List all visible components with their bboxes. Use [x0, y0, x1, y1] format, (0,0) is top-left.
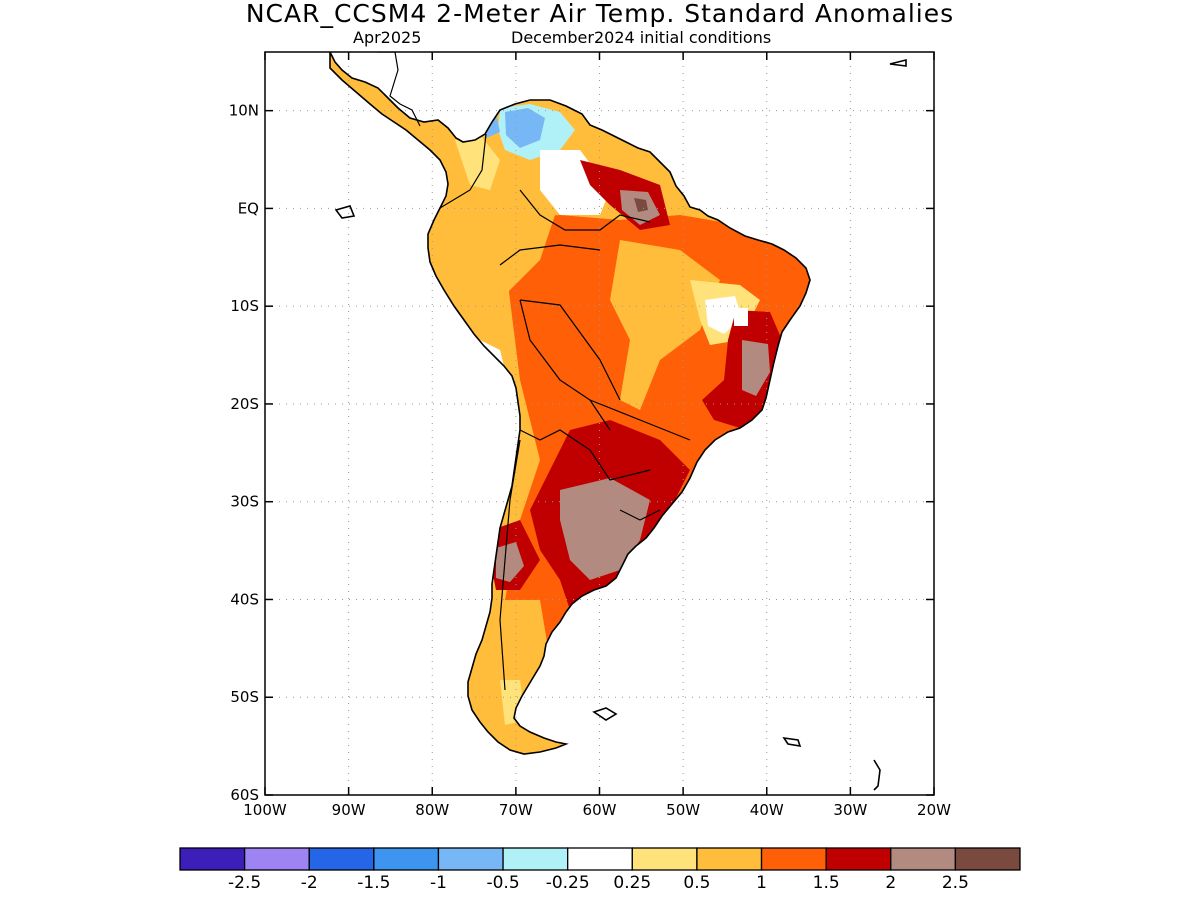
lat-tick-label: 30S	[230, 493, 259, 511]
chart-title: NCAR_CCSM4 2-Meter Air Temp. Standard An…	[245, 0, 955, 28]
lat-tick-label: 10S	[230, 297, 259, 315]
initial-conditions: December2024 initial conditions	[511, 28, 772, 47]
lat-tick-label: 40S	[230, 590, 259, 608]
colorbar-label: 1.5	[813, 873, 840, 893]
colorbar-swatch	[825, 847, 892, 871]
colorbar-swatch	[243, 847, 310, 871]
colorbar-label: -2.5	[228, 873, 261, 893]
lon-tick-label: 100W	[243, 801, 287, 819]
colorbar-swatch	[437, 847, 504, 871]
colorbar-swatch	[502, 847, 569, 871]
colorbar-swatch	[631, 847, 698, 871]
lat-tick-label: EQ	[238, 199, 259, 217]
lon-tick-label: 20W	[917, 801, 951, 819]
map-grid	[265, 52, 934, 795]
lon-tick-label: 40W	[750, 801, 784, 819]
colorbar-label: 0.5	[683, 873, 710, 893]
colorbar-label: 2	[885, 873, 896, 893]
lon-tick-label: 70W	[499, 801, 533, 819]
colorbar-swatch	[696, 847, 763, 871]
lat-tick-label: 10N	[229, 102, 259, 120]
coastlines	[329, 52, 907, 791]
colorbar-label: 2.5	[942, 873, 969, 893]
forecast-month: Apr2025	[353, 28, 422, 47]
colorbar-swatch	[760, 847, 827, 871]
colorbar-swatch	[567, 847, 633, 871]
colorbar-label: -1.5	[357, 873, 390, 893]
colorbar-label: 0.25	[613, 873, 651, 893]
colorbar: -2.5 -2 -1.5 -1 -0.5 -0.25 0.25 0.5 1 1.5 2 2.5	[179, 847, 1021, 893]
colorbar-label: 1	[756, 873, 767, 893]
colorbar-swatch	[890, 847, 957, 871]
colorbar-swatch	[179, 847, 246, 871]
colorbar-label: -2	[301, 873, 318, 893]
colorbar-swatch	[308, 847, 375, 871]
colorbar-label: -0.5	[486, 873, 519, 893]
lon-tick-label: 60W	[583, 801, 617, 819]
lon-tick-label: 90W	[332, 801, 366, 819]
colorbar-swatch	[954, 847, 1021, 871]
colorbar-label: -1	[430, 873, 447, 893]
lon-tick-label: 80W	[415, 801, 449, 819]
lat-tick-label: 50S	[230, 688, 259, 706]
map-axes: 100W 90W 80W 70W 60W 50W 40W 30W 20W 10N EQ 10S 20S 3…	[229, 52, 951, 819]
colorbar-swatch	[373, 847, 440, 871]
colorbar-label: -0.25	[546, 873, 590, 893]
lat-tick-label: 60S	[230, 786, 259, 804]
lon-tick-label: 30W	[833, 801, 867, 819]
lon-tick-label: 50W	[666, 801, 700, 819]
lat-tick-label: 20S	[230, 395, 259, 413]
